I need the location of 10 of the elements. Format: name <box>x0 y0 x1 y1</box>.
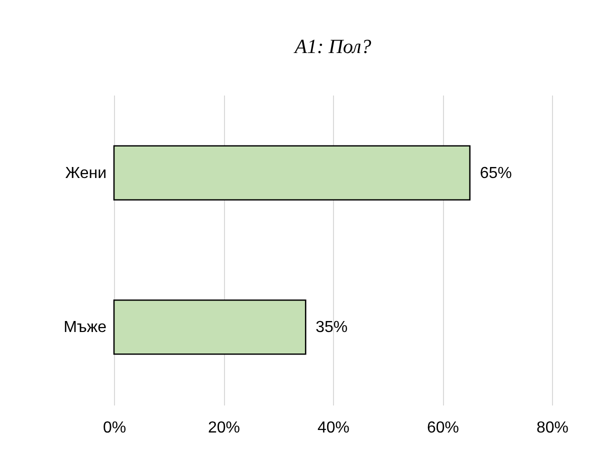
data-label: 65% <box>480 164 512 182</box>
y-tick-label: Жени <box>65 164 106 182</box>
chart-title: A1: Пол? <box>292 36 372 58</box>
x-tick-label: 60% <box>426 420 460 436</box>
x-tick-label: 40% <box>317 420 350 436</box>
x-tick-label: 20% <box>208 420 240 436</box>
x-tick-label: 0% <box>102 420 126 436</box>
x-tick-label: 80% <box>536 420 569 436</box>
data-label: 35% <box>316 319 348 336</box>
y-tick-label: Мъже <box>64 319 107 336</box>
